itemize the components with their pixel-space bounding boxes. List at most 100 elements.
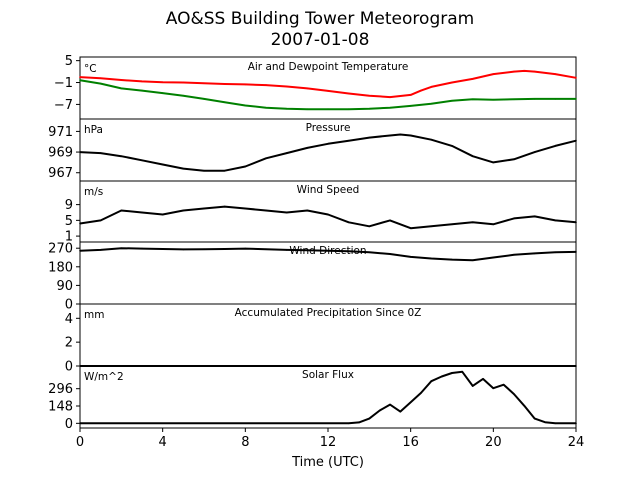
wind-speed-data-point — [306, 209, 309, 212]
wind-direction-data-point — [554, 251, 557, 254]
pressure-data-point — [79, 151, 81, 153]
temperature-data-point — [513, 70, 515, 73]
wind-speed-ytick-label: 1 — [65, 230, 73, 245]
wind-speed-data-point — [223, 205, 226, 208]
panel-wind-speed: m/s Wind Speed — [84, 184, 359, 198]
temperature-data-point — [203, 98, 205, 100]
wind-direction-data-point — [533, 252, 536, 255]
solar-flux-data-point — [544, 421, 546, 424]
temperature-data-point — [223, 83, 226, 85]
pressure-series-line-0 — [79, 133, 577, 172]
solar-flux-data-point — [368, 417, 371, 420]
precipitation-ytick-label: 2 — [65, 336, 73, 351]
precipitation-unit-label: mm — [84, 309, 104, 321]
wind-direction-data-point — [513, 254, 515, 256]
wind-speed-ytick-label: 9 — [65, 198, 73, 213]
x-tick-label: 4 — [159, 435, 167, 450]
plot-wind-speed: 951 — [65, 180, 577, 245]
temperature-data-point — [533, 70, 536, 73]
wind-speed-data-point — [409, 227, 412, 229]
temperature-data-point — [120, 87, 123, 90]
temperature-data-point — [182, 94, 185, 97]
precipitation-panel-title: Accumulated Precipitation Since 0Z — [235, 307, 422, 319]
wind-direction-ytick-label: 180 — [48, 260, 73, 275]
wind-direction-data-point — [79, 249, 81, 252]
temperature-data-point — [99, 82, 102, 85]
pressure-data-point — [327, 143, 329, 145]
temperature-data-point — [161, 92, 164, 94]
solar-flux-panel-title: Solar Flux — [302, 369, 354, 381]
pressure-data-point — [430, 138, 433, 141]
wind-speed-data-point — [285, 211, 288, 214]
x-tick-label: 24 — [568, 435, 585, 450]
plot-wind-direction: 270 180 90 0 — [48, 241, 577, 313]
temperature-data-point — [575, 77, 577, 79]
temperature-data-point — [244, 83, 247, 86]
temperature-data-point — [389, 106, 391, 109]
pressure-data-point — [141, 159, 143, 162]
wind-speed-data-point — [79, 222, 81, 225]
temperature-data-point — [368, 108, 371, 110]
temperature-ytick-label: −1 — [54, 76, 73, 91]
pressure-data-point — [99, 152, 102, 154]
solar-flux-data-point — [389, 403, 391, 406]
pressure-panel-title: Pressure — [306, 122, 351, 134]
pressure-data-point — [533, 151, 536, 153]
temperature-data-point — [430, 86, 433, 88]
x-tick-label: 12 — [320, 435, 337, 450]
pressure-data-point — [492, 161, 495, 164]
wind-speed-data-point — [141, 211, 143, 214]
temperature-ytick-label: −7 — [54, 98, 73, 113]
solar-flux-data-point — [482, 378, 484, 380]
temperature-data-point — [161, 81, 164, 83]
wind-direction-data-point — [265, 248, 267, 250]
wind-direction-data-point — [223, 248, 226, 250]
temperature-data-point — [265, 106, 267, 109]
wind-speed-data-point — [513, 217, 515, 220]
pressure-data-point — [399, 133, 402, 136]
wind-speed-data-point — [451, 223, 453, 226]
temperature-data-point — [471, 98, 474, 101]
temperature-data-point — [203, 82, 205, 85]
panel-solar-flux: W/m^2 Solar Flux — [84, 369, 354, 383]
solar-flux-data-point — [378, 409, 381, 412]
solar-flux-data-point — [399, 410, 402, 413]
wind-speed-series-line-0 — [79, 205, 577, 230]
solar-flux-data-point — [347, 422, 350, 425]
pressure-ytick-label: 969 — [48, 146, 73, 161]
x-tick-label: 20 — [485, 435, 502, 450]
pressure-data-point — [161, 163, 164, 166]
wind-speed-data-point — [368, 225, 371, 228]
temperature-data-point — [182, 81, 185, 84]
temperature-data-point — [285, 108, 288, 110]
temperature-data-point — [368, 94, 371, 97]
temperature-panel-title: Air and Dewpoint Temperature — [248, 61, 409, 73]
wind-direction-data-point — [471, 259, 474, 262]
wind-direction-panel-title: Wind Direction — [289, 245, 366, 257]
wind-speed-data-point — [533, 215, 536, 218]
solar-flux-data-point — [451, 372, 453, 374]
solar-flux-data-point — [430, 380, 433, 383]
temperature-data-point — [265, 84, 267, 86]
wind-direction-data-point — [347, 250, 350, 253]
wind-speed-data-point — [327, 213, 329, 216]
pressure-data-point — [575, 139, 577, 142]
wind-speed-data-point — [244, 207, 247, 210]
solar-flux-data-point — [440, 375, 443, 378]
chart-title: AO&SS Building Tower Meteorogram — [166, 9, 474, 29]
wind-direction-data-point — [285, 249, 288, 251]
wind-direction-data-point — [327, 249, 329, 252]
solar-flux-data-point — [523, 405, 526, 407]
temperature-unit-label: °C — [84, 63, 97, 75]
solar-flux-ytick-label: 0 — [65, 417, 73, 432]
temperature-data-point — [79, 79, 81, 82]
wind-speed-unit-label: m/s — [84, 186, 103, 198]
x-axis-label: Time (UTC) — [291, 455, 364, 470]
wind-direction-data-point — [306, 249, 309, 252]
solar-flux-ytick-label: 296 — [48, 382, 73, 397]
panel-pressure: hPa Pressure — [84, 122, 350, 136]
wind-speed-data-point — [99, 219, 102, 222]
pressure-data-point — [368, 136, 371, 139]
